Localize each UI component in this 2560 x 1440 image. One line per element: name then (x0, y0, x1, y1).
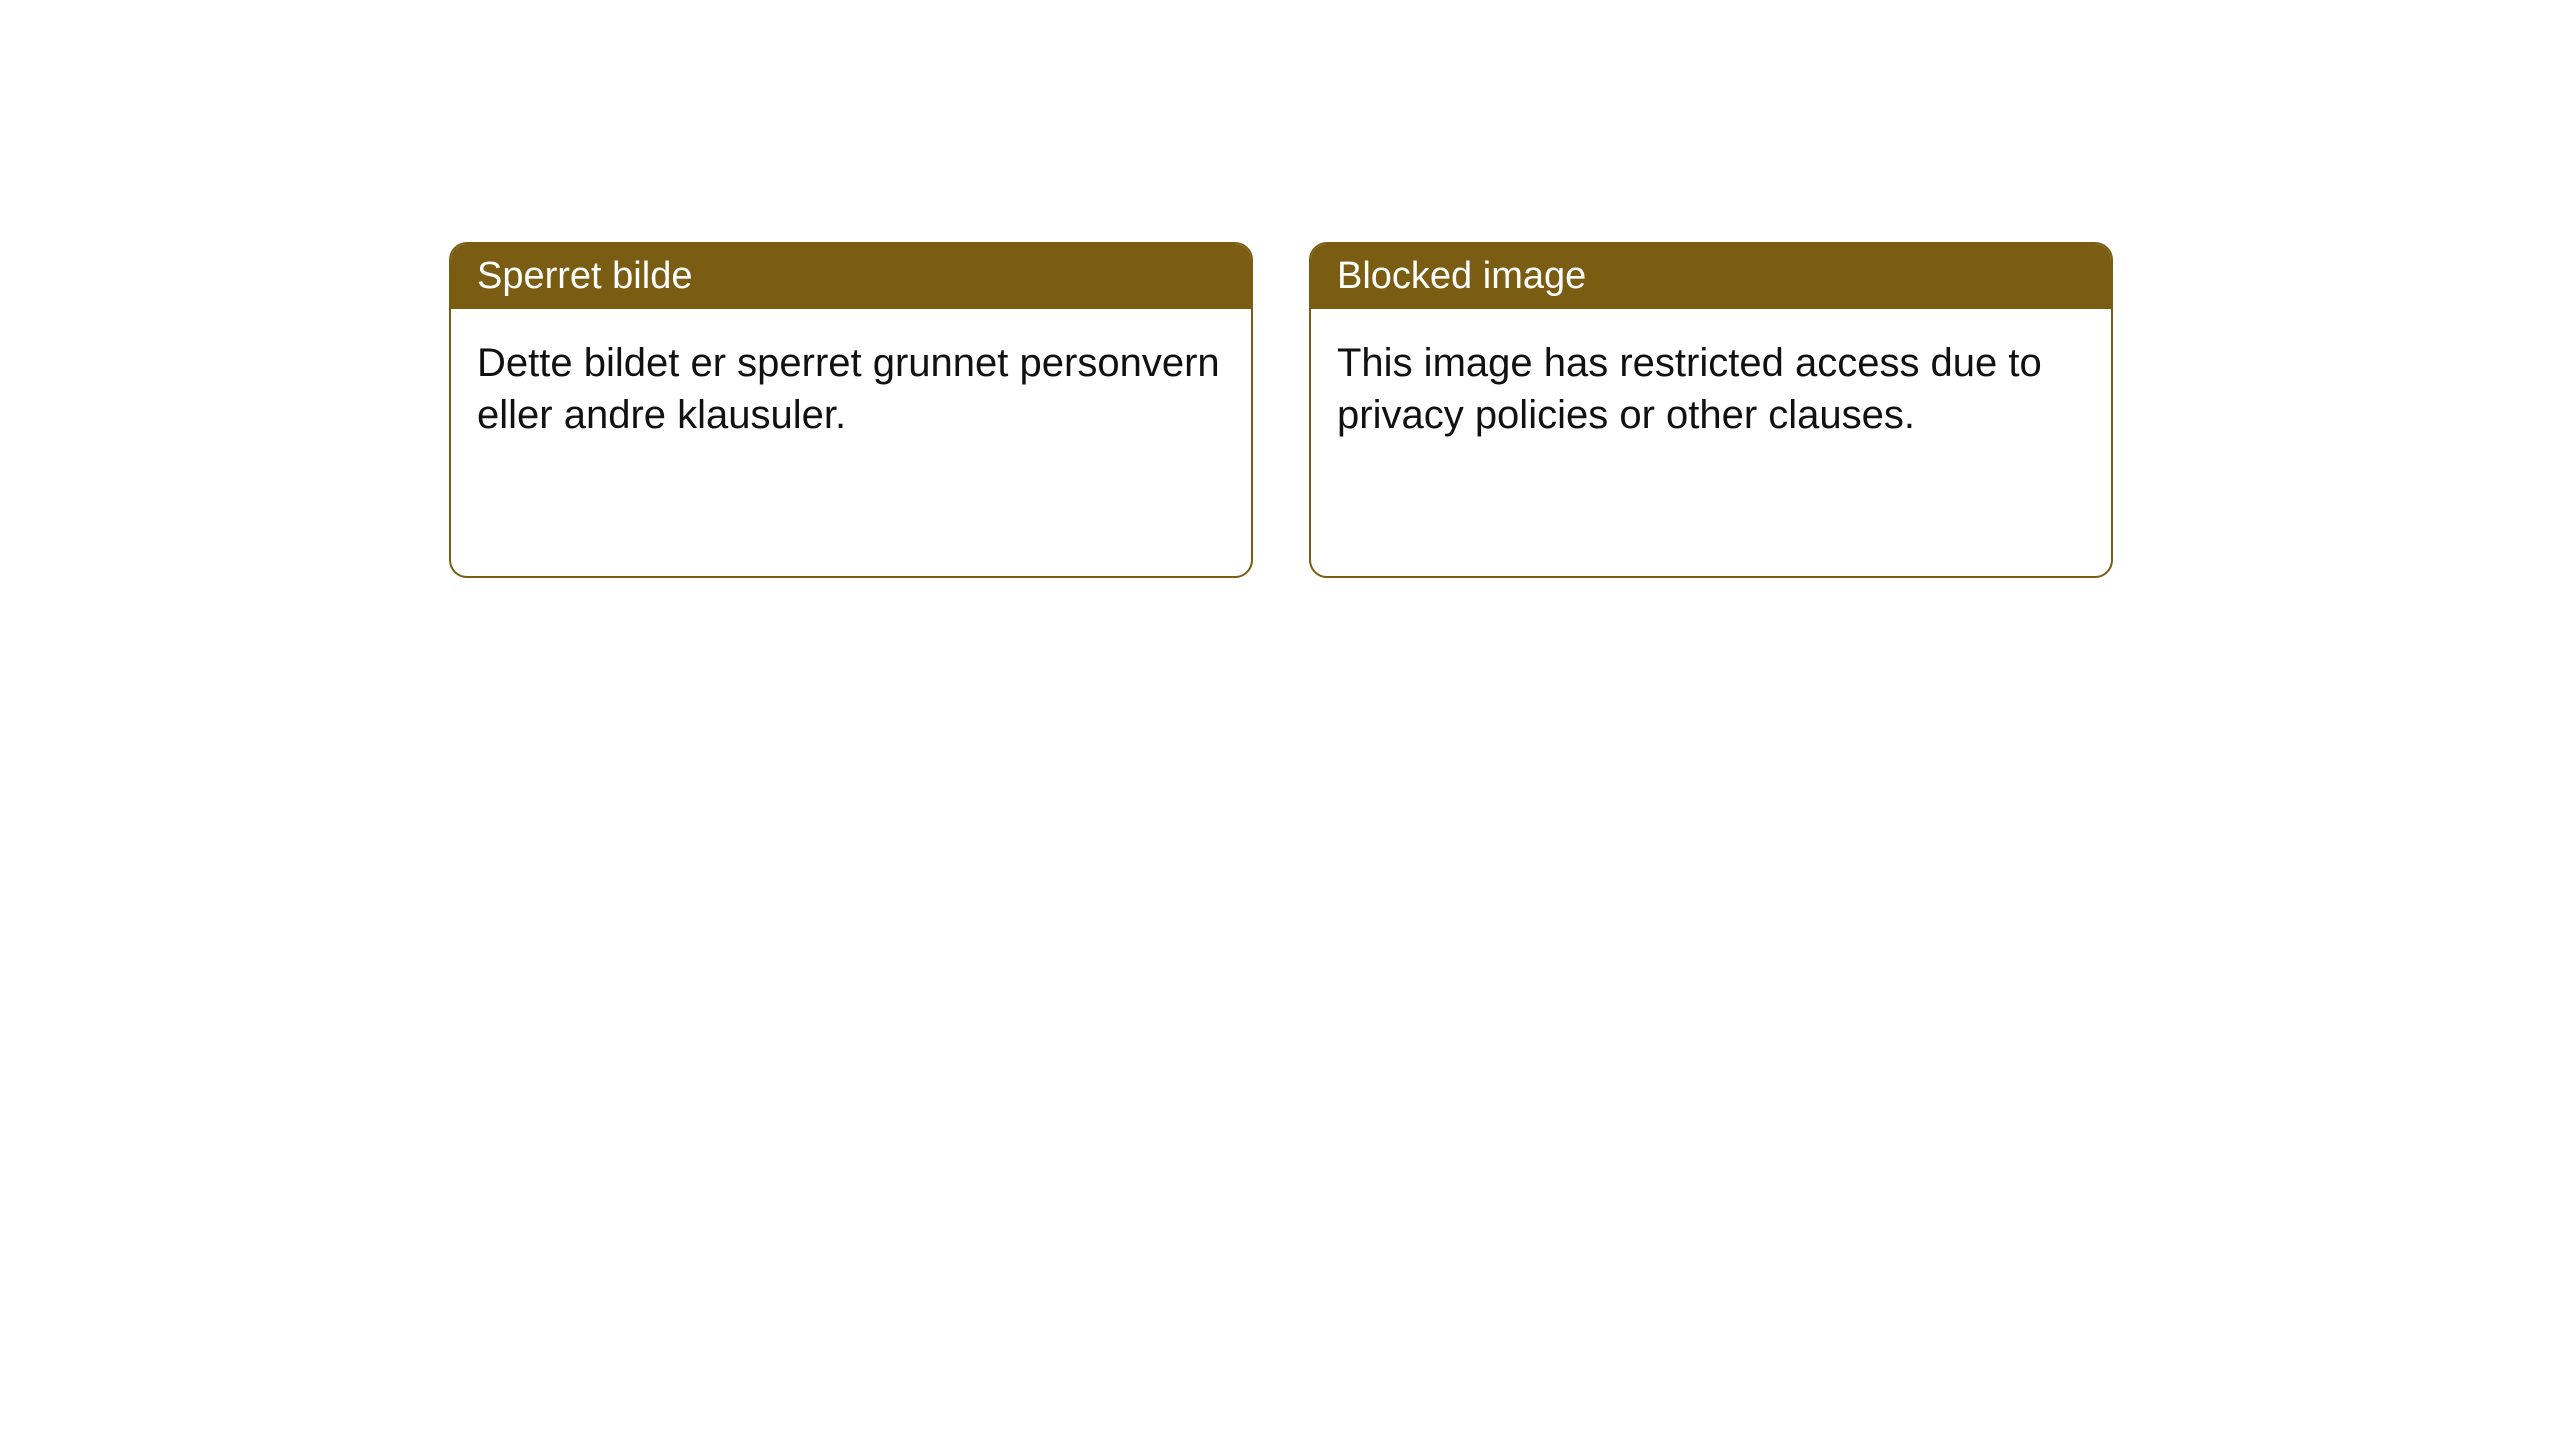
card-body-text: This image has restricted access due to … (1337, 341, 2042, 437)
card-header-text: Blocked image (1337, 255, 1586, 297)
notice-card-norwegian: Sperret bilde Dette bildet er sperret gr… (449, 242, 1253, 578)
card-body-text: Dette bildet er sperret grunnet personve… (477, 341, 1220, 437)
card-body: This image has restricted access due to … (1311, 309, 2111, 469)
notice-cards-container: Sperret bilde Dette bildet er sperret gr… (449, 242, 2113, 578)
card-header: Blocked image (1311, 244, 2111, 309)
notice-card-english: Blocked image This image has restricted … (1309, 242, 2113, 578)
card-header-text: Sperret bilde (477, 255, 692, 297)
card-body: Dette bildet er sperret grunnet personve… (451, 309, 1251, 469)
card-header: Sperret bilde (451, 244, 1251, 309)
